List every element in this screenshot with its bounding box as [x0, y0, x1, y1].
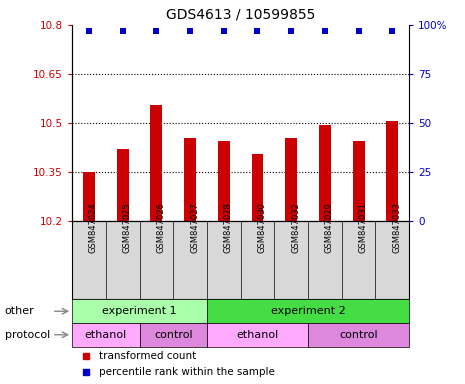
Text: GSM847024: GSM847024 [89, 202, 98, 253]
Bar [207, 300, 409, 323]
Bar [207, 323, 308, 346]
Text: control: control [154, 330, 193, 340]
Text: GSM847031: GSM847031 [359, 202, 368, 253]
Bar [184, 138, 196, 221]
Text: experiment 1: experiment 1 [102, 306, 177, 316]
Bar [308, 323, 409, 346]
Text: GSM847028: GSM847028 [224, 202, 233, 253]
Bar [117, 149, 128, 221]
Text: control: control [339, 330, 378, 340]
Bar [72, 323, 140, 346]
Bar [218, 141, 230, 221]
Text: GSM847030: GSM847030 [258, 202, 266, 253]
Bar [386, 121, 398, 221]
Text: percentile rank within the sample: percentile rank within the sample [99, 367, 275, 377]
Bar [286, 138, 297, 221]
Text: experiment 2: experiment 2 [271, 306, 345, 316]
Bar [83, 172, 95, 221]
Text: GDS4613 / 10599855: GDS4613 / 10599855 [166, 7, 315, 21]
Bar [151, 105, 162, 221]
Text: GSM847025: GSM847025 [123, 202, 132, 253]
Bar [319, 125, 331, 221]
Text: GSM847033: GSM847033 [392, 202, 401, 253]
Text: GSM847032: GSM847032 [291, 202, 300, 253]
Text: protocol: protocol [5, 330, 50, 340]
Text: ethanol: ethanol [236, 330, 279, 340]
Text: ethanol: ethanol [85, 330, 127, 340]
Bar [140, 323, 207, 346]
Text: GSM847026: GSM847026 [156, 202, 166, 253]
Bar [72, 300, 207, 323]
Text: transformed count: transformed count [99, 351, 196, 361]
Text: GSM847027: GSM847027 [190, 202, 199, 253]
Bar [353, 141, 365, 221]
Text: other: other [5, 306, 34, 316]
Text: GSM847029: GSM847029 [325, 202, 334, 253]
Bar [252, 154, 263, 221]
